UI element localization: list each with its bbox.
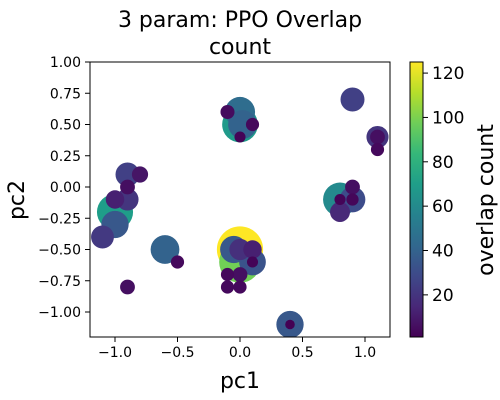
data-point xyxy=(243,240,262,259)
data-point xyxy=(245,117,260,132)
data-point xyxy=(345,179,360,195)
data-point xyxy=(150,235,180,264)
data-point xyxy=(340,87,365,112)
data-point xyxy=(228,110,257,139)
data-point xyxy=(330,202,350,222)
data-point xyxy=(220,104,235,120)
colorbar-tick-label: 120 xyxy=(432,64,464,84)
data-point xyxy=(105,190,125,209)
data-point xyxy=(120,179,135,195)
colorbar-tick-label: 20 xyxy=(432,286,454,306)
y-tick-label: 0.50 xyxy=(50,118,81,134)
x-tick-label: 0.5 xyxy=(291,345,313,361)
data-point xyxy=(220,267,235,282)
colorbar-tick-label: 60 xyxy=(432,197,454,217)
colorbar-tick-label: 100 xyxy=(432,108,464,128)
data-point xyxy=(91,225,114,249)
colorbar-tick-label: 40 xyxy=(432,242,454,262)
colorbar-tick-label: 80 xyxy=(432,153,454,173)
x-tick-label: −0.5 xyxy=(161,345,195,361)
y-tick-label: −0.75 xyxy=(38,274,81,290)
x-axis-label: pc1 xyxy=(220,369,260,394)
data-point xyxy=(232,267,248,282)
data-point xyxy=(246,256,259,268)
data-point xyxy=(120,279,135,295)
data-point xyxy=(220,280,235,294)
colorbar-ticks: 20 40 60 80 100 120 xyxy=(423,64,464,306)
points-layer xyxy=(91,87,389,337)
data-point xyxy=(334,193,346,206)
data-point xyxy=(115,162,140,187)
chart-title-line-1: 3 param: PPO Overlap xyxy=(118,8,362,33)
data-point xyxy=(131,166,149,183)
data-point xyxy=(370,142,385,157)
y-tick-label: 0.75 xyxy=(50,86,81,102)
x-axis-ticks: −1.0 −0.5 0.0 0.5 1.0 xyxy=(98,337,376,361)
data-point xyxy=(234,131,246,143)
data-point xyxy=(370,129,385,145)
y-axis-ticks: 1.00 0.75 0.50 0.25 0.00 −0.25 −0.50 −0.75 −1.00 xyxy=(38,55,90,321)
x-tick-label: −1.0 xyxy=(98,345,132,361)
y-tick-label: 0.00 xyxy=(50,180,81,196)
x-tick-label: 0.0 xyxy=(229,345,251,361)
data-point xyxy=(285,319,295,330)
x-tick-label: 1.0 xyxy=(354,345,376,361)
data-point xyxy=(170,255,185,269)
data-point xyxy=(346,193,359,206)
y-tick-label: −1.00 xyxy=(38,305,81,321)
y-tick-label: −0.50 xyxy=(38,243,81,259)
y-tick-label: −0.25 xyxy=(38,211,81,227)
chart-title-line-2: count xyxy=(209,35,271,60)
colorbar xyxy=(409,61,424,338)
y-tick-label: 0.25 xyxy=(50,149,81,165)
data-point xyxy=(233,280,247,294)
y-axis-label: pc2 xyxy=(5,180,30,220)
y-tick-label: 1.00 xyxy=(50,55,81,71)
colorbar-label: overlap count xyxy=(474,124,499,276)
